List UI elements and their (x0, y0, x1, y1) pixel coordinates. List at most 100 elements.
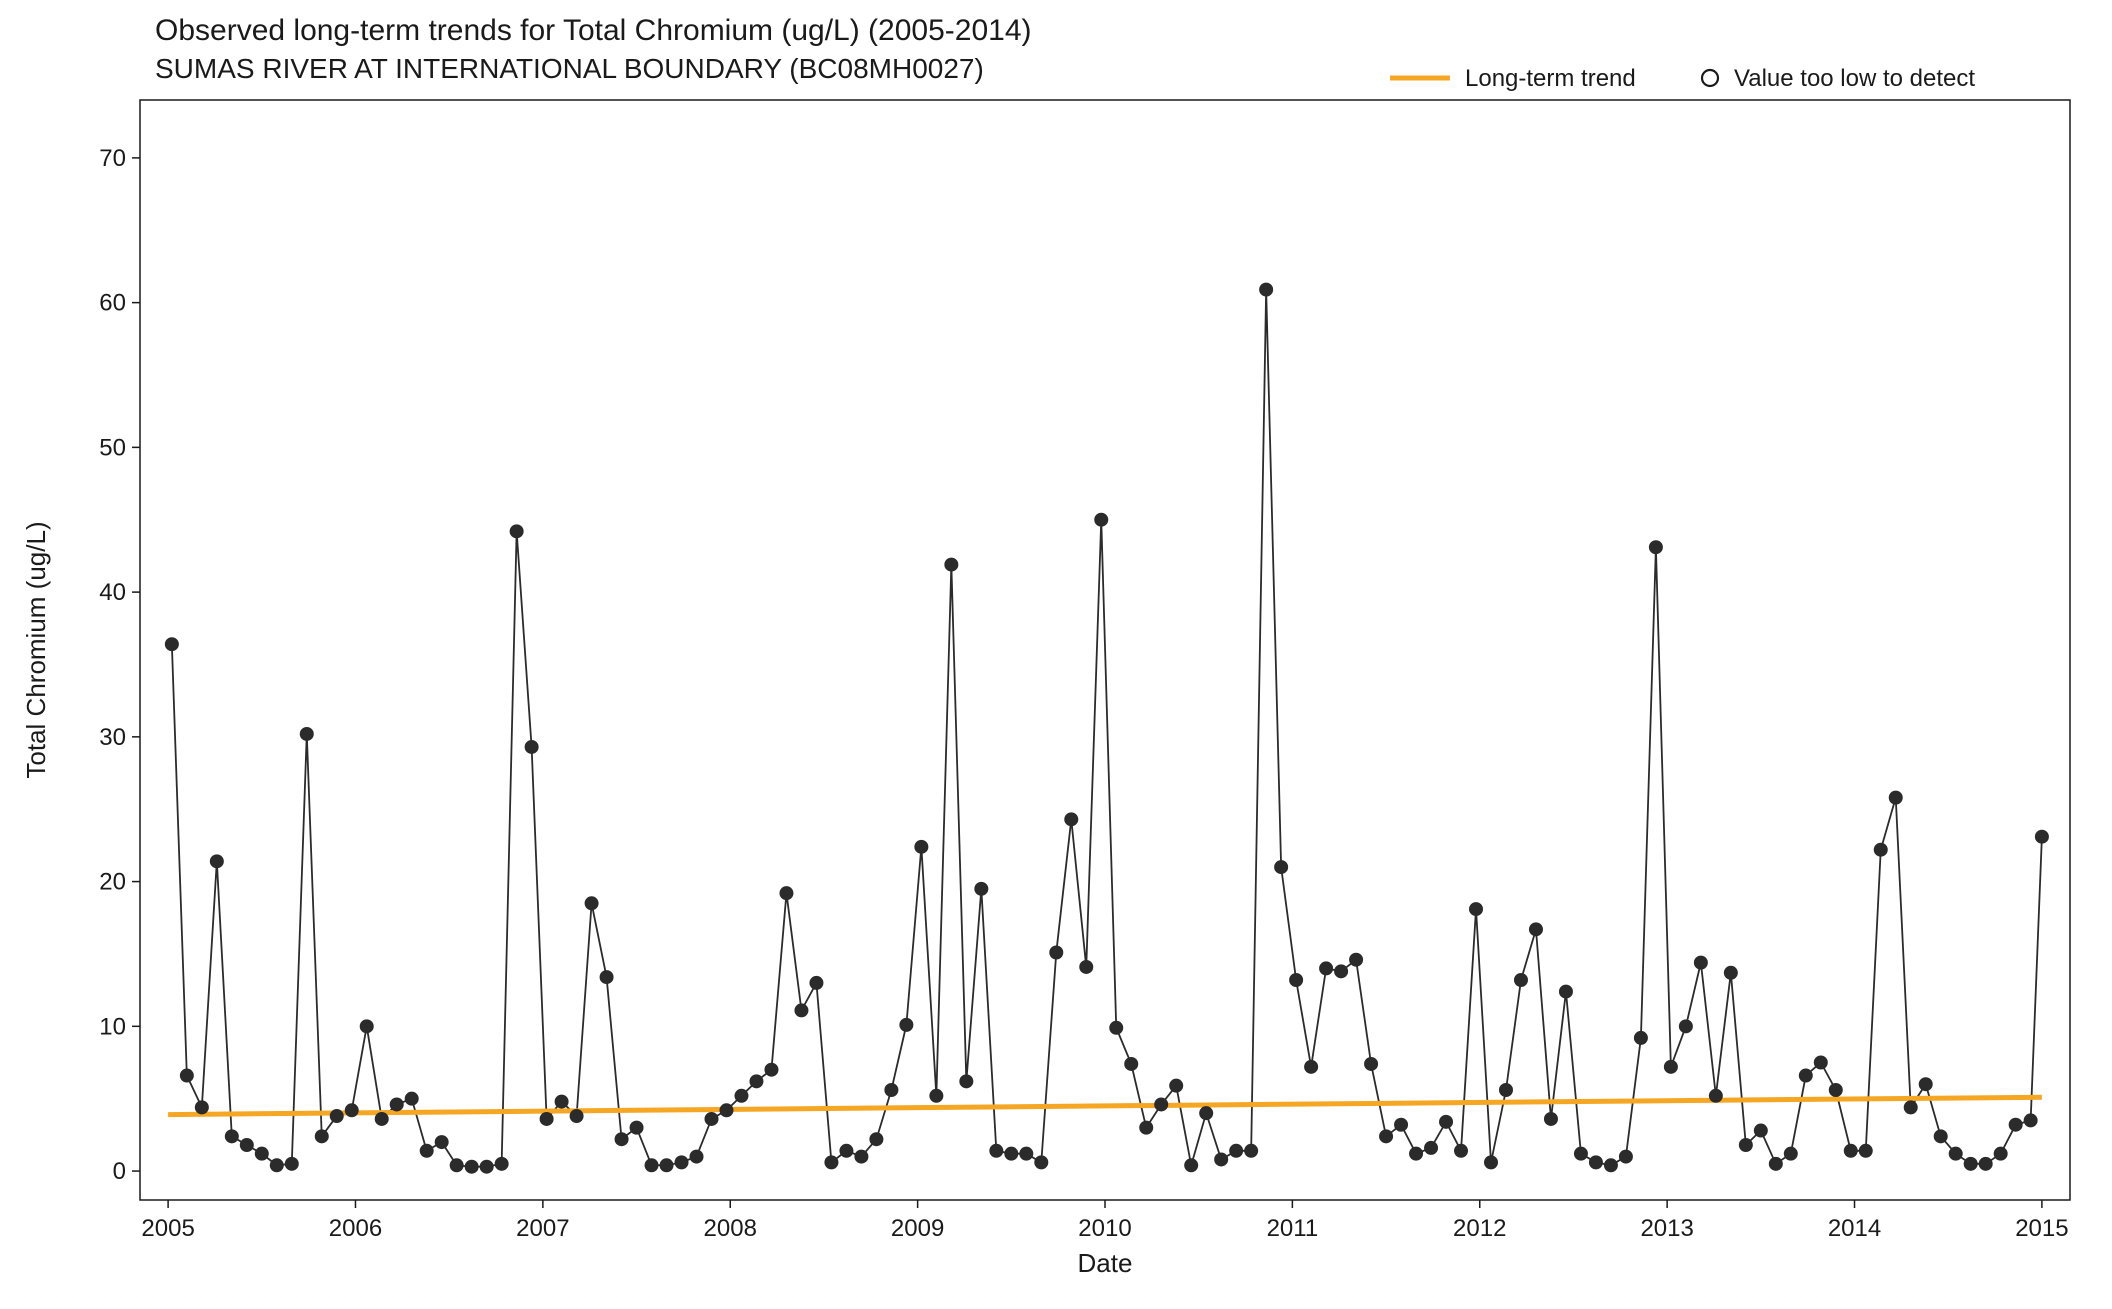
plot-area (165, 283, 2048, 1173)
data-point (780, 887, 793, 900)
data-point (1574, 1147, 1587, 1160)
y-tick-label: 10 (99, 1013, 126, 1040)
data-point (1724, 966, 1737, 979)
data-point (1050, 946, 1063, 959)
data-point (315, 1130, 328, 1143)
data-point (1559, 985, 1572, 998)
data-point (855, 1150, 868, 1163)
data-point (1814, 1056, 1827, 1069)
x-tick-label: 2009 (891, 1215, 944, 1242)
data-point (1529, 923, 1542, 936)
data-point (1020, 1147, 1033, 1160)
data-point (480, 1160, 493, 1173)
y-tick-label: 0 (113, 1158, 126, 1185)
x-tick-label: 2014 (1828, 1215, 1881, 1242)
data-point (1125, 1057, 1138, 1070)
legend-marker-label: Value too low to detect (1734, 65, 1975, 92)
data-point (555, 1095, 568, 1108)
data-point (1499, 1084, 1512, 1097)
data-point (165, 638, 178, 651)
data-point (1979, 1157, 1992, 1170)
trend-line (168, 1097, 2042, 1114)
data-point (1709, 1089, 1722, 1102)
data-point (1110, 1021, 1123, 1034)
data-point (345, 1104, 358, 1117)
x-tick-label: 2013 (1640, 1215, 1693, 1242)
data-point (735, 1089, 748, 1102)
x-tick-label: 2011 (1267, 1215, 1319, 1242)
data-point (1425, 1141, 1438, 1154)
x-tick-label: 2012 (1453, 1215, 1506, 1242)
y-axis-label: Total Chromium (ug/L) (21, 521, 51, 778)
data-point (1365, 1057, 1378, 1070)
x-tick-label: 2006 (329, 1215, 382, 1242)
data-point (1410, 1147, 1423, 1160)
data-point (990, 1144, 1003, 1157)
data-point (360, 1020, 373, 1033)
data-point (1604, 1159, 1617, 1172)
data-point (1440, 1115, 1453, 1128)
data-point (705, 1112, 718, 1125)
chart-subtitle: SUMAS RIVER AT INTERNATIONAL BOUNDARY (B… (155, 53, 984, 84)
data-point (1949, 1147, 1962, 1160)
data-point (375, 1112, 388, 1125)
data-point (1455, 1144, 1468, 1157)
data-point (1964, 1157, 1977, 1170)
data-point (2009, 1118, 2022, 1131)
data-point (1200, 1107, 1213, 1120)
data-point (225, 1130, 238, 1143)
data-point (390, 1098, 403, 1111)
data-point (750, 1075, 763, 1088)
data-point (870, 1133, 883, 1146)
data-point (1290, 974, 1303, 987)
data-point (420, 1144, 433, 1157)
data-point (1185, 1159, 1198, 1172)
y-tick-label: 40 (99, 579, 126, 606)
data-point (585, 897, 598, 910)
data-point (600, 971, 613, 984)
data-point (1739, 1139, 1752, 1152)
data-point (825, 1156, 838, 1169)
data-point (540, 1112, 553, 1125)
data-point (690, 1150, 703, 1163)
data-point (900, 1018, 913, 1031)
data-point (2024, 1114, 2037, 1127)
chart-container: Observed long-term trends for Total Chro… (0, 0, 2112, 1309)
data-point (1544, 1112, 1557, 1125)
data-point (1230, 1144, 1243, 1157)
data-point (1170, 1079, 1183, 1092)
data-point (1829, 1084, 1842, 1097)
data-point (660, 1159, 673, 1172)
data-point (1934, 1130, 1947, 1143)
data-point (1350, 953, 1363, 966)
data-point (1260, 283, 1273, 296)
data-point (300, 727, 313, 740)
chart-svg: Observed long-term trends for Total Chro… (0, 0, 2112, 1309)
legend-trend-label: Long-term trend (1465, 65, 1636, 92)
x-tick-label: 2005 (141, 1215, 194, 1242)
x-tick-label: 2010 (1078, 1215, 1131, 1242)
data-point (1005, 1147, 1018, 1160)
y-tick-label: 50 (99, 434, 126, 461)
series-line (172, 290, 2042, 1167)
data-point (795, 1004, 808, 1017)
data-point (495, 1157, 508, 1170)
data-point (675, 1156, 688, 1169)
x-axis-label: Date (1078, 1248, 1133, 1278)
data-point (1395, 1118, 1408, 1131)
data-point (945, 558, 958, 571)
data-point (810, 976, 823, 989)
data-point (210, 855, 223, 868)
data-point (720, 1104, 733, 1117)
x-tick-label: 2008 (704, 1215, 757, 1242)
data-point (525, 740, 538, 753)
data-point (1859, 1144, 1872, 1157)
data-point (615, 1133, 628, 1146)
data-point (840, 1144, 853, 1157)
y-tick-label: 60 (99, 290, 126, 317)
data-point (630, 1121, 643, 1134)
data-point (1080, 960, 1093, 973)
data-point (1470, 903, 1483, 916)
data-point (885, 1084, 898, 1097)
data-point (195, 1101, 208, 1114)
